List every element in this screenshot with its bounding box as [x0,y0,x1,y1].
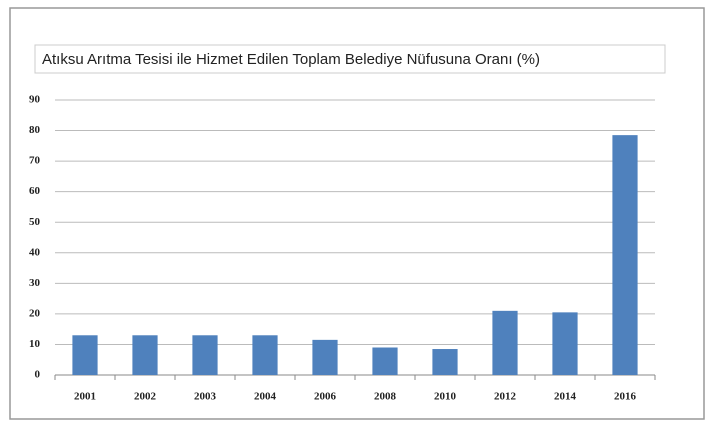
bar [192,335,218,375]
y-tick-label: 50 [29,216,41,228]
x-tick-label: 2008 [374,391,397,403]
x-tick-label: 2016 [614,391,637,403]
x-tick-label: 2014 [554,391,577,403]
bar [312,339,338,375]
y-tick-label: 70 [29,155,41,167]
bar [552,312,578,375]
y-tick-label: 60 [29,185,41,197]
bar [252,335,278,375]
y-tick-label: 10 [29,338,41,350]
x-tick-label: 2012 [494,391,517,403]
chart-title: Atıksu Arıtma Tesisi ile Hizmet Edilen T… [42,51,540,68]
x-tick-label: 2010 [434,391,457,403]
x-tick-label: 2002 [134,391,157,403]
x-tick-label: 2006 [314,391,337,403]
y-tick-label: 40 [29,246,41,258]
chart-frame [9,7,705,420]
bar [612,135,638,375]
bar [132,335,158,375]
bar [492,310,518,375]
y-tick-label: 20 [29,307,41,319]
bar [432,349,458,375]
x-tick-label: 2004 [254,391,277,403]
x-tick-label: 2001 [74,391,96,403]
title-box [34,44,666,74]
bar [372,347,398,375]
x-tick-label: 2003 [194,391,217,403]
y-tick-label: 30 [29,277,41,289]
y-tick-label: 80 [29,124,41,136]
y-tick-label: 90 [29,94,41,106]
y-tick-label: 0 [35,369,41,381]
bar [72,335,98,375]
